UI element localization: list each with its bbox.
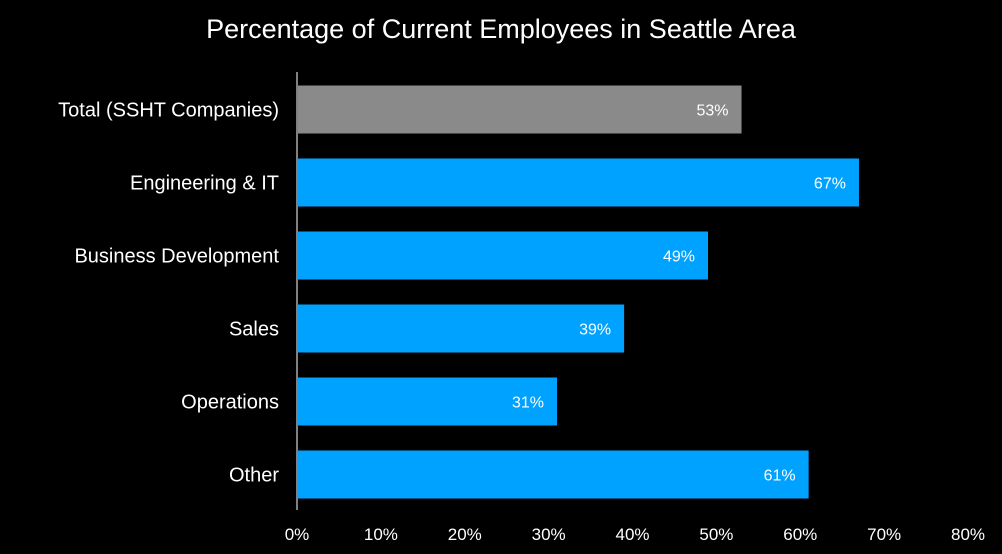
x-tick-label: 10% [364, 525, 398, 544]
bar [298, 450, 809, 499]
category-label: Operations [181, 392, 279, 414]
bar [298, 377, 558, 426]
category-label: Sales [229, 319, 279, 341]
data-label: 67% [814, 176, 846, 193]
category-label: Business Development [74, 246, 279, 268]
bar [298, 304, 625, 353]
data-label: 53% [697, 103, 729, 120]
x-tick-label: 50% [699, 525, 733, 544]
chart-title: Percentage of Current Employees in Seatt… [206, 14, 796, 44]
data-label: 49% [663, 249, 695, 266]
data-label: 61% [764, 468, 796, 485]
x-tick-label: 20% [448, 525, 482, 544]
x-tick-label: 80% [951, 525, 985, 544]
bar [298, 158, 859, 207]
bar [298, 85, 742, 134]
x-tick-label: 0% [285, 525, 310, 544]
category-label: Total (SSHT Companies) [58, 100, 279, 122]
x-tick-label: 30% [532, 525, 566, 544]
x-tick-label: 60% [783, 525, 817, 544]
data-label: 31% [512, 395, 544, 412]
category-label: Other [229, 465, 279, 487]
bar [298, 231, 708, 280]
x-tick-label: 40% [615, 525, 649, 544]
category-label: Engineering & IT [130, 173, 279, 195]
data-label: 39% [579, 322, 611, 339]
x-tick-label: 70% [867, 525, 901, 544]
